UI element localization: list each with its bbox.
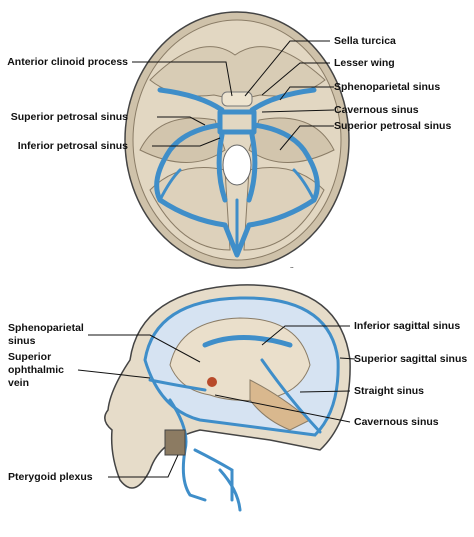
- sagittal-head: [104, 284, 351, 512]
- label: Inferior petrosal sinus: [18, 140, 128, 152]
- leader-lines: [77, 40, 356, 478]
- label: Superior petrosal sinus: [11, 111, 128, 123]
- label: Cavernous sinus: [334, 104, 419, 116]
- label: Anterior clinoid process: [7, 56, 128, 68]
- label: Cavernous sinus: [354, 416, 439, 428]
- labels: Anterior clinoid process Superior petrosa…: [7, 35, 467, 483]
- label: sinus: [8, 335, 36, 347]
- label: Inferior sagittal sinus: [354, 320, 460, 332]
- label: Superior sagittal sinus: [354, 353, 467, 365]
- skull-base: ~: [124, 11, 350, 272]
- artist-mark: ~: [290, 266, 294, 272]
- label: Sphenoparietal sinus: [334, 81, 440, 93]
- label: vein: [8, 377, 29, 389]
- label: Pterygoid plexus: [8, 471, 93, 483]
- label: ophthalmic: [8, 364, 64, 376]
- label: Sphenoparietal: [8, 322, 84, 334]
- label: Sella turcica: [334, 35, 396, 47]
- label: Lesser wing: [334, 57, 395, 69]
- label: Superior: [8, 351, 51, 363]
- label: Straight sinus: [354, 385, 424, 397]
- label: Superior petrosal sinus: [334, 120, 451, 132]
